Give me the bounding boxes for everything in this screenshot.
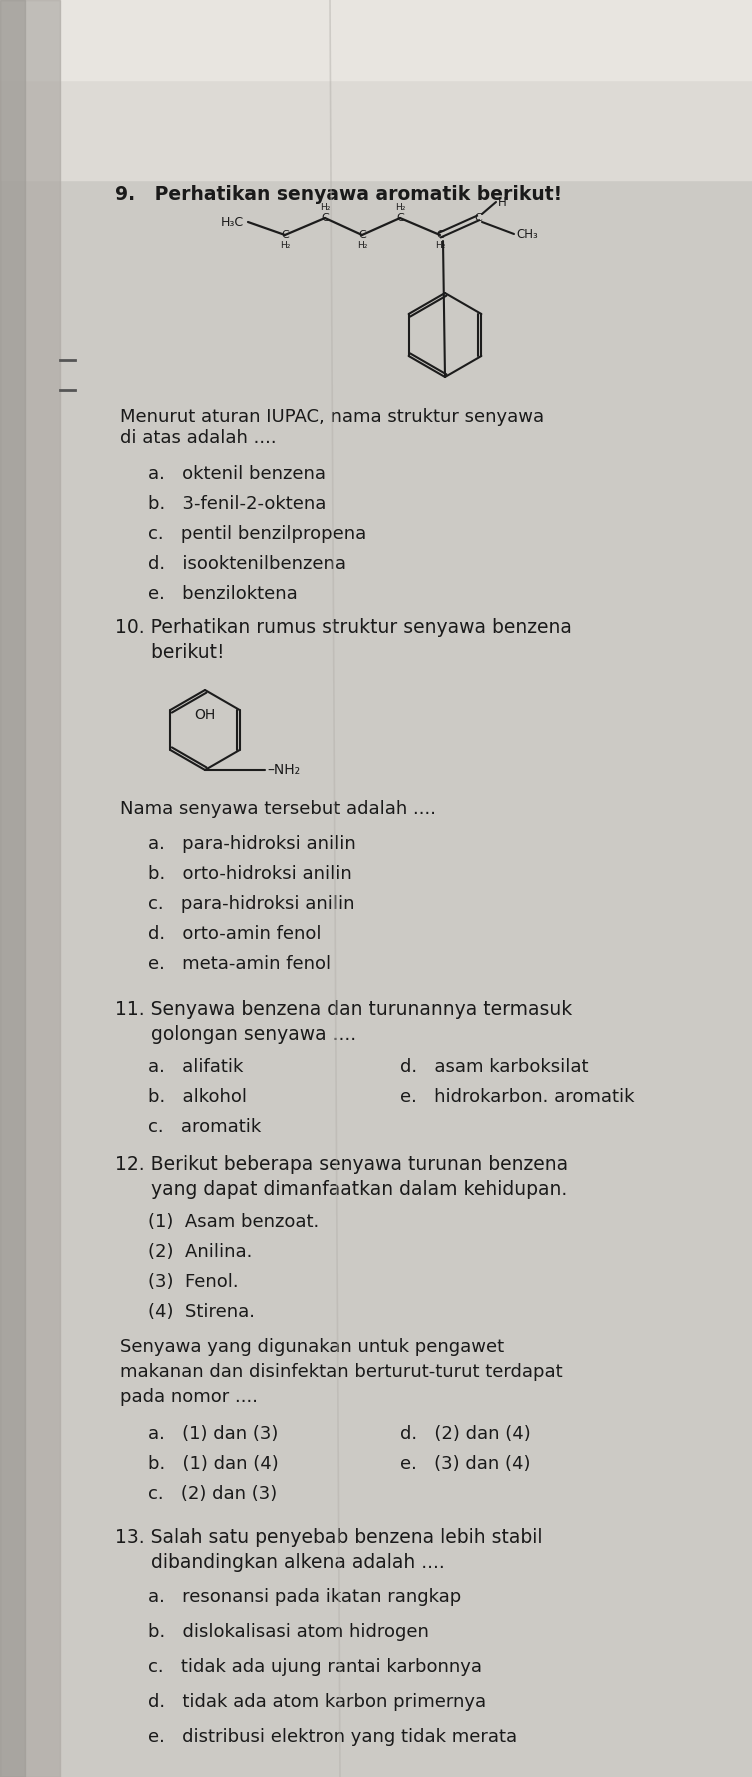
Text: 10. Perhatikan rumus struktur senyawa benzena: 10. Perhatikan rumus struktur senyawa be…	[115, 618, 572, 636]
Polygon shape	[0, 0, 60, 1777]
Text: a.   (1) dan (3): a. (1) dan (3)	[148, 1425, 278, 1443]
Text: a.   para-hidroksi anilin: a. para-hidroksi anilin	[148, 835, 356, 853]
Text: H₂: H₂	[280, 242, 290, 251]
Text: makanan dan disinfektan berturut-turut terdapat: makanan dan disinfektan berturut-turut t…	[120, 1363, 562, 1381]
Text: c.   aromatik: c. aromatik	[148, 1118, 261, 1136]
Text: C: C	[396, 213, 404, 222]
Text: c.   para-hidroksi anilin: c. para-hidroksi anilin	[148, 896, 354, 913]
Text: e.   meta-amin fenol: e. meta-amin fenol	[148, 954, 331, 974]
Text: berikut!: berikut!	[115, 643, 225, 663]
Text: d.   orto-amin fenol: d. orto-amin fenol	[148, 926, 322, 944]
Text: OH: OH	[194, 707, 216, 721]
Text: b.   orto-hidroksi anilin: b. orto-hidroksi anilin	[148, 865, 352, 883]
Text: H₂: H₂	[320, 203, 330, 211]
Text: pada nomor ....: pada nomor ....	[120, 1388, 258, 1406]
Text: yang dapat dimanfaatkan dalam kehidupan.: yang dapat dimanfaatkan dalam kehidupan.	[115, 1180, 567, 1199]
Text: 11. Senyawa benzena dan turunannya termasuk: 11. Senyawa benzena dan turunannya terma…	[115, 1000, 572, 1018]
Text: C: C	[321, 213, 329, 222]
Text: c.   (2) dan (3): c. (2) dan (3)	[148, 1486, 277, 1503]
Polygon shape	[0, 0, 25, 1777]
Text: a.   alifatik: a. alifatik	[148, 1057, 244, 1077]
Text: b.   alkohol: b. alkohol	[148, 1088, 247, 1105]
Text: CH₃: CH₃	[516, 227, 538, 240]
Text: Nama senyawa tersebut adalah ....: Nama senyawa tersebut adalah ....	[120, 800, 436, 817]
Text: d.   tidak ada atom karbon primernya: d. tidak ada atom karbon primernya	[148, 1693, 486, 1711]
Bar	[0, 0, 752, 80]
Text: C: C	[436, 229, 444, 240]
Text: d.   asam karboksilat: d. asam karboksilat	[400, 1057, 589, 1077]
Text: 13. Salah satu penyebab benzena lebih stabil: 13. Salah satu penyebab benzena lebih st…	[115, 1528, 542, 1548]
Text: (1)  Asam benzoat.: (1) Asam benzoat.	[148, 1214, 320, 1231]
Text: e.   hidrokarbon. aromatik: e. hidrokarbon. aromatik	[400, 1088, 635, 1105]
Text: b.   dislokalisasi atom hidrogen: b. dislokalisasi atom hidrogen	[148, 1622, 429, 1640]
Text: e.   (3) dan (4): e. (3) dan (4)	[400, 1455, 530, 1473]
Bar	[0, 0, 752, 179]
Text: d.   (2) dan (4): d. (2) dan (4)	[400, 1425, 531, 1443]
Text: 9.   Perhatikan senyawa aromatik berikut!: 9. Perhatikan senyawa aromatik berikut!	[115, 185, 562, 204]
Text: H: H	[498, 195, 507, 208]
Text: dibandingkan alkena adalah ....: dibandingkan alkena adalah ....	[115, 1553, 444, 1573]
Text: a.   resonansi pada ikatan rangkap: a. resonansi pada ikatan rangkap	[148, 1589, 461, 1606]
Text: Menurut aturan IUPAC, nama struktur senyawa
di atas adalah ....: Menurut aturan IUPAC, nama struktur seny…	[120, 409, 544, 446]
Text: e.   benziloktena: e. benziloktena	[148, 585, 298, 602]
Text: (4)  Stirena.: (4) Stirena.	[148, 1303, 255, 1320]
Text: H₂: H₂	[435, 242, 445, 251]
Text: d.   isooktenilbenzena: d. isooktenilbenzena	[148, 554, 346, 572]
Text: Senyawa yang digunakan untuk pengawet: Senyawa yang digunakan untuk pengawet	[120, 1338, 504, 1356]
Text: C: C	[358, 229, 366, 240]
Text: c.   pentil benzilpropena: c. pentil benzilpropena	[148, 524, 366, 544]
Text: H₂: H₂	[356, 242, 367, 251]
Text: (2)  Anilina.: (2) Anilina.	[148, 1242, 253, 1262]
Text: H₂: H₂	[395, 203, 405, 211]
Text: H₃C: H₃C	[221, 215, 244, 229]
Text: b.   (1) dan (4): b. (1) dan (4)	[148, 1455, 279, 1473]
Text: c.   tidak ada ujung rantai karbonnya: c. tidak ada ujung rantai karbonnya	[148, 1658, 482, 1676]
Text: golongan senyawa ....: golongan senyawa ....	[115, 1025, 356, 1045]
Text: C: C	[281, 229, 289, 240]
Text: 12. Berikut beberapa senyawa turunan benzena: 12. Berikut beberapa senyawa turunan ben…	[115, 1155, 568, 1175]
Text: e.   distribusi elektron yang tidak merata: e. distribusi elektron yang tidak merata	[148, 1727, 517, 1747]
Text: b.   3-fenil-2-oktena: b. 3-fenil-2-oktena	[148, 496, 326, 514]
Text: a.   oktenil benzena: a. oktenil benzena	[148, 466, 326, 483]
Text: (3)  Fenol.: (3) Fenol.	[148, 1272, 238, 1292]
Text: –NH₂: –NH₂	[267, 762, 300, 777]
Text: C: C	[474, 213, 482, 222]
